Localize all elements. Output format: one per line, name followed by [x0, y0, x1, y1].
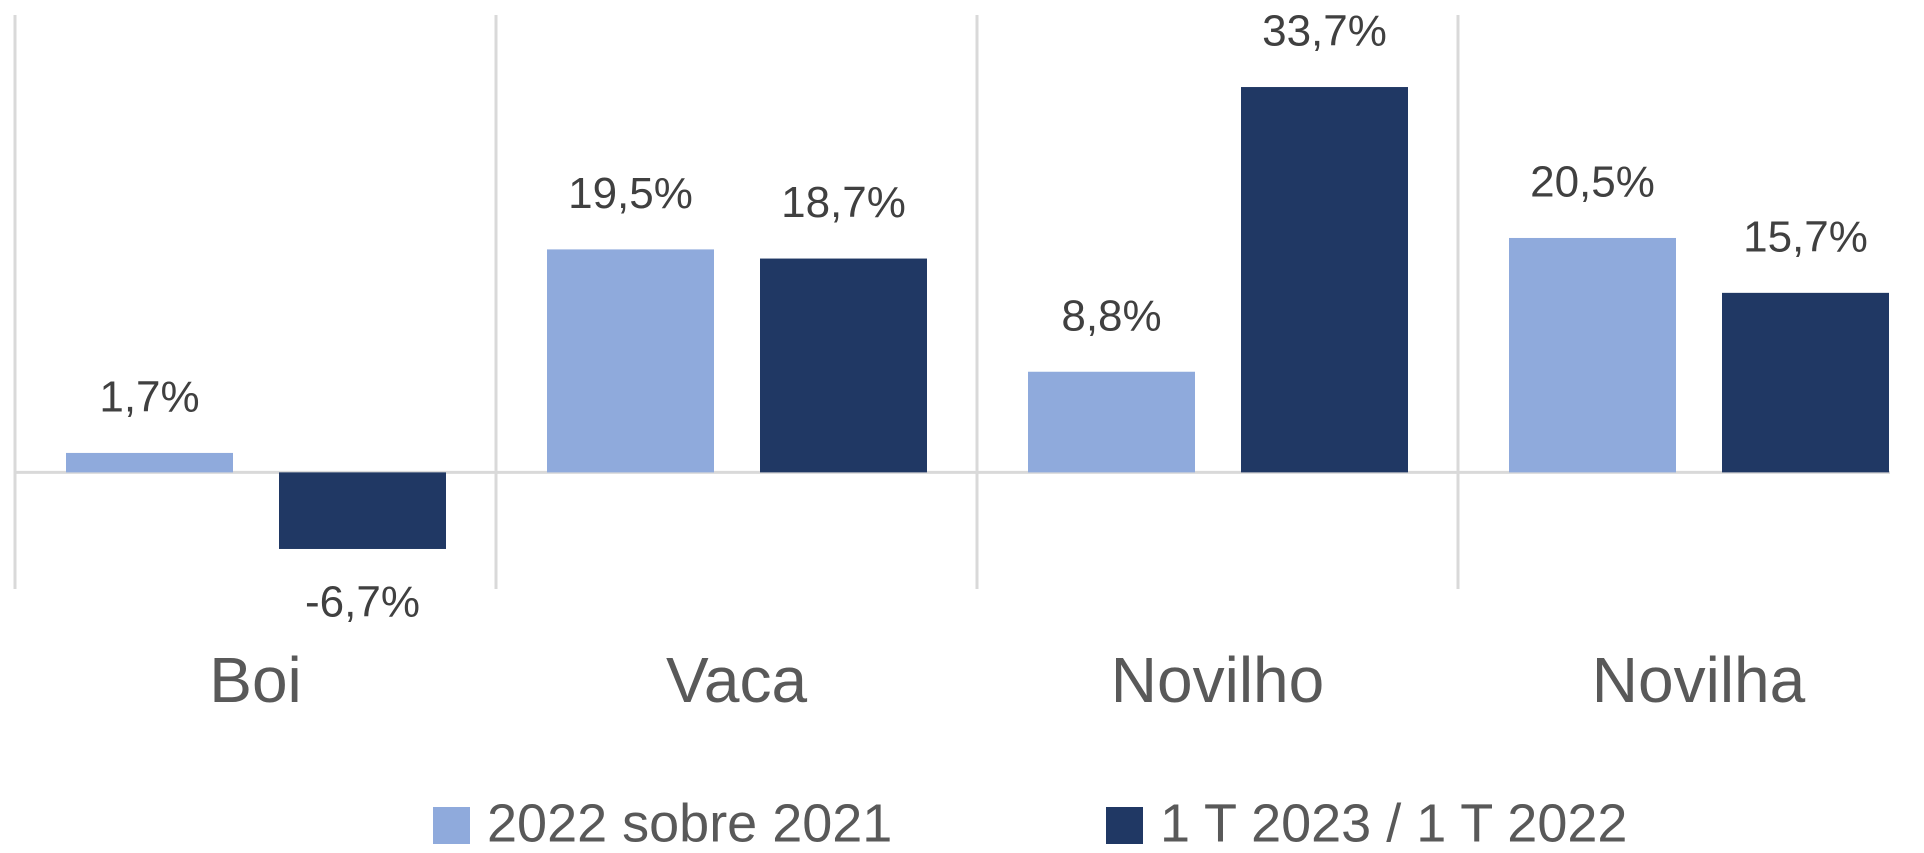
category-label: Novilho: [1111, 644, 1324, 716]
value-label: 19,5%: [568, 169, 693, 218]
value-label: 33,7%: [1262, 7, 1387, 56]
value-label: 18,7%: [781, 178, 906, 227]
legend-swatch: [1106, 807, 1143, 844]
category-label: Boi: [209, 644, 302, 716]
value-label: -6,7%: [305, 578, 420, 627]
legend-label: 1 T 2023 / 1 T 2022: [1160, 793, 1627, 853]
category-label: Vaca: [666, 644, 808, 716]
bar: [547, 249, 714, 473]
legend-swatch: [433, 807, 470, 844]
bar: [1509, 237, 1676, 473]
value-label: 8,8%: [1061, 291, 1161, 340]
value-label: 15,7%: [1743, 212, 1868, 261]
bar: [66, 452, 233, 473]
bar: [279, 472, 446, 549]
bar: [1241, 87, 1408, 473]
bar: [1722, 292, 1889, 473]
value-label: 20,5%: [1530, 158, 1655, 207]
legend-label: 2022 sobre 2021: [487, 793, 892, 853]
bar: [1028, 371, 1195, 473]
bar: [760, 258, 927, 473]
category-label: Novilha: [1592, 644, 1806, 716]
value-label: 1,7%: [99, 373, 199, 422]
